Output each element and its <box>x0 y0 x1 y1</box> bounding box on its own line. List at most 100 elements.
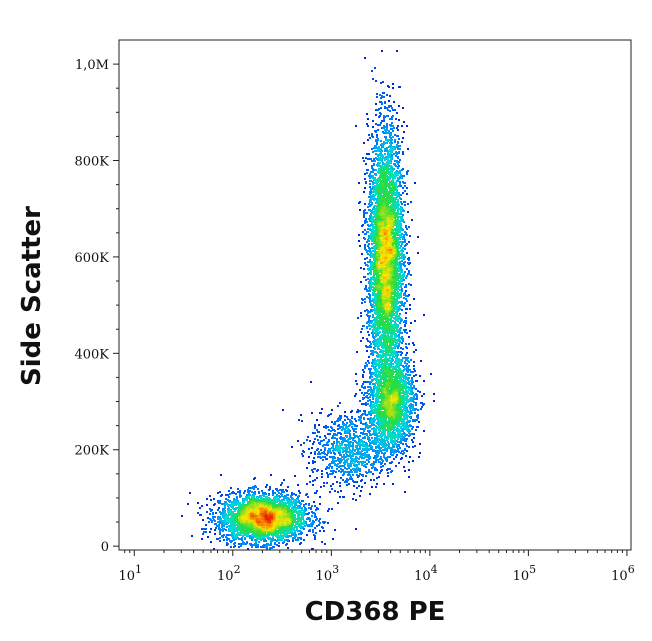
event-point <box>406 438 408 440</box>
event-point <box>319 453 321 455</box>
event-point <box>377 338 379 340</box>
event-point <box>372 168 374 170</box>
event-point <box>361 464 363 466</box>
event-point <box>410 384 412 386</box>
event-point <box>384 333 386 335</box>
event-point <box>361 479 363 481</box>
event-point <box>346 444 348 446</box>
event-point <box>420 402 422 404</box>
event-point <box>300 511 302 513</box>
event-point <box>360 340 362 342</box>
event-point <box>359 470 361 472</box>
event-point <box>310 507 312 509</box>
event-point <box>324 456 326 458</box>
event-point <box>402 214 404 216</box>
event-point <box>233 539 235 541</box>
event-point <box>346 432 348 434</box>
event-point <box>242 502 244 504</box>
event-point <box>375 103 377 105</box>
event-point <box>275 533 277 535</box>
event-point <box>215 527 217 529</box>
event-point <box>399 181 401 183</box>
event-point <box>325 427 327 429</box>
event-point <box>380 107 382 109</box>
event-point <box>403 121 405 123</box>
event-point <box>329 449 331 451</box>
event-point <box>396 127 398 129</box>
event-point <box>356 487 358 489</box>
event-point <box>406 173 408 175</box>
event-point <box>353 485 355 487</box>
event-point <box>381 469 383 471</box>
event-point <box>369 193 371 195</box>
event-point <box>364 367 366 369</box>
event-point <box>392 483 394 485</box>
event-point <box>319 503 321 505</box>
event-point <box>398 192 400 194</box>
event-point <box>387 334 389 336</box>
event-point <box>404 491 406 493</box>
event-point <box>317 453 319 455</box>
event-point <box>356 466 358 468</box>
event-point <box>214 503 216 505</box>
event-point <box>397 363 399 365</box>
event-point <box>365 475 367 477</box>
event-point <box>272 490 274 492</box>
event-point <box>222 516 224 518</box>
event-point <box>369 315 371 317</box>
event-point <box>314 479 316 481</box>
event-point <box>392 87 394 89</box>
event-point <box>356 425 358 427</box>
event-point <box>391 347 393 349</box>
event-point <box>393 317 395 319</box>
event-point <box>398 213 400 215</box>
event-point <box>383 96 385 98</box>
event-point <box>396 180 398 182</box>
event-point <box>284 539 286 541</box>
event-point <box>379 124 381 126</box>
event-point <box>367 436 369 438</box>
event-point <box>337 428 339 430</box>
event-point <box>402 137 404 139</box>
event-point <box>355 420 357 422</box>
event-point <box>355 380 357 382</box>
event-point <box>254 543 256 545</box>
event-point <box>397 276 399 278</box>
event-point <box>219 530 221 532</box>
event-point <box>297 484 299 486</box>
event-point <box>287 499 289 501</box>
event-point <box>315 532 317 534</box>
event-point <box>237 532 239 534</box>
event-point <box>249 543 251 545</box>
event-point <box>351 410 353 412</box>
event-point <box>351 462 353 464</box>
event-point <box>382 427 384 429</box>
event-point <box>303 505 305 507</box>
event-point <box>230 517 232 519</box>
event-point <box>197 512 199 514</box>
event-point <box>375 343 377 345</box>
event-point <box>375 139 377 141</box>
event-point <box>366 451 368 453</box>
event-point <box>352 442 354 444</box>
event-point <box>377 109 379 111</box>
event-point <box>316 477 318 479</box>
event-point <box>400 364 402 366</box>
event-point <box>301 513 303 515</box>
event-point <box>268 494 270 496</box>
event-point <box>225 529 227 531</box>
event-point <box>294 532 296 534</box>
event-point <box>393 356 395 358</box>
event-point <box>324 449 326 451</box>
event-point <box>380 157 382 159</box>
event-point <box>404 424 406 426</box>
event-point <box>407 262 409 264</box>
event-point <box>359 473 361 475</box>
event-point <box>374 469 376 471</box>
event-point <box>366 434 368 436</box>
event-point <box>380 349 382 351</box>
event-point <box>325 437 327 439</box>
event-point <box>355 481 357 483</box>
event-point <box>231 527 233 529</box>
event-point <box>358 485 360 487</box>
